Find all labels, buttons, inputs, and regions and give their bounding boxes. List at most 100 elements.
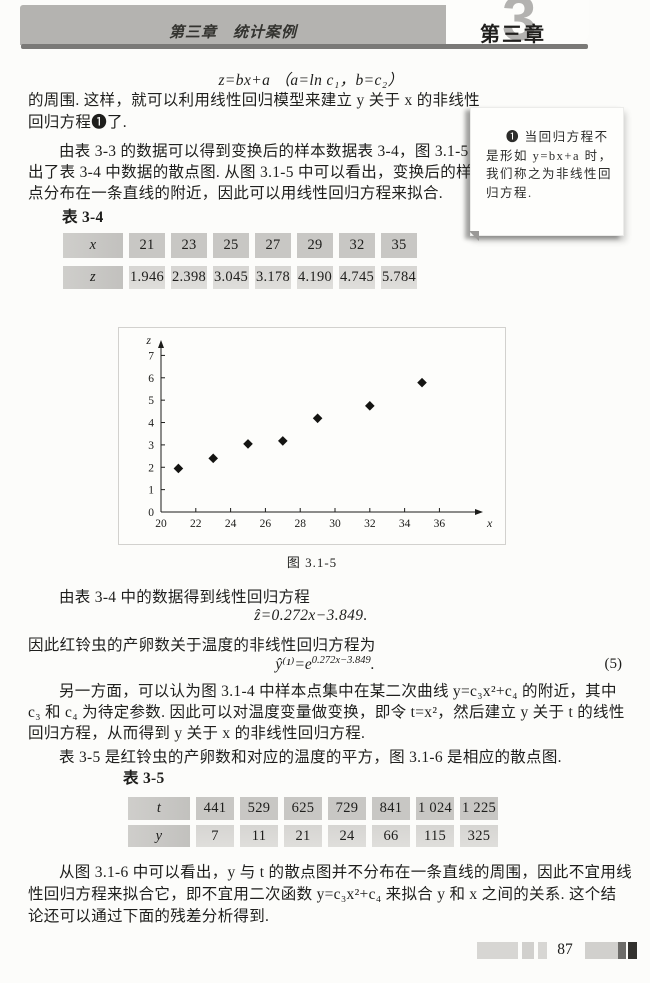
body-line: 回归方程❶了. (28, 114, 127, 131)
svg-text:2: 2 (148, 462, 154, 474)
table-3-5: t 441 529 625 729 841 1 024 1 225 y 7 11 21 24 66 115 3… (128, 797, 502, 850)
value-cell: 2.398 (171, 266, 207, 289)
data-point (365, 401, 375, 411)
footer-decor-block (538, 942, 547, 959)
table-row: x 21 23 25 27 29 32 35 (63, 233, 423, 258)
svg-text:26: 26 (260, 518, 272, 530)
header-bar (20, 5, 446, 45)
footer-decor-block (628, 942, 637, 959)
row-header-cell: t (128, 797, 190, 820)
data-point (312, 413, 323, 424)
svg-text:7: 7 (148, 350, 154, 362)
note-fold-corner (469, 231, 479, 241)
value-cell: 4.190 (297, 266, 333, 289)
body-line: 表 3-5 是红铃虫的产卵数和对应的温度的平方，图 3.1-6 是相应的散点图. (59, 749, 562, 766)
footer-decor-block (618, 942, 626, 959)
value-cell: 529 (240, 797, 278, 820)
margin-note: ❶ 当回归方程不是形如 y=bx+a 时，我们称之为非线性回归方程. (469, 107, 624, 241)
chapter-label: 第三章 (480, 24, 546, 46)
value-cell: 4.745 (339, 266, 375, 289)
body-line: 的周围. 这样，就可以利用线性回归模型来建立 y 关于 x 的非线性 (28, 92, 480, 109)
chapter-number-watermark: 3 (502, 0, 537, 54)
svg-text:36: 36 (434, 518, 446, 530)
value-cell: 23 (171, 233, 207, 258)
value-cell: 32 (339, 233, 375, 258)
svg-text:5: 5 (148, 395, 154, 407)
data-point (277, 436, 288, 446)
svg-text:22: 22 (190, 518, 202, 530)
value-cell: 11 (240, 825, 278, 847)
body-line: 回归方程，从而得到 y 关于 x 的非线性回归方程. (28, 725, 366, 742)
value-cell: 441 (196, 797, 234, 820)
row-header-cell: y (128, 825, 190, 847)
value-cell: 66 (372, 825, 410, 847)
y-axis-label: z (145, 333, 151, 347)
row-header-cell: z (63, 266, 123, 289)
svg-text:1: 1 (148, 485, 154, 497)
footer-decor-block (477, 942, 518, 959)
body-line: 另一方面，可以认为图 3.1-4 中样本点集中在某二次曲线 y=c₃x²+c₄ … (59, 683, 617, 700)
table-row: t 441 529 625 729 841 1 024 1 225 (128, 797, 504, 820)
equation-number: (5) (604, 656, 623, 672)
value-cell: 729 (328, 797, 366, 820)
body-line: 从图 3.1-6 中可以看出，y 与 t 的散点图并不分布在一条直线的周围，因此… (59, 864, 632, 881)
value-cell: 1.946 (129, 266, 165, 289)
formula-base: ŷ⁽¹⁾=e (275, 656, 312, 674)
value-cell: 1 024 (416, 797, 454, 820)
formula-period: . (370, 656, 375, 674)
body-line: 点分布在一条直线的附近，因此可以用线性回归方程来拟合. (28, 185, 443, 202)
body-line: 由表 3-4 中的数据得到线性回归方程 (59, 589, 311, 606)
value-cell: 27 (255, 233, 291, 258)
header-rule (21, 44, 588, 49)
svg-text:34: 34 (399, 518, 411, 530)
svg-text:0: 0 (148, 507, 154, 519)
svg-text:4: 4 (148, 418, 154, 430)
body-line: 因此红铃虫的产卵数关于温度的非线性回归方程为 (28, 637, 376, 654)
scatter-plot-figure: 20 22 24 26 28 30 32 34 36 0 1 2 3 4 5 6 7 z x (118, 327, 506, 545)
footer-decor-block (522, 942, 534, 959)
formula-exponent: 0.272x−3.849 (311, 655, 371, 666)
data-point (243, 439, 253, 449)
table-3-4: x 21 23 25 27 29 32 35 z 1.946 2.398 3.045 3.178 4.19… (63, 233, 423, 289)
value-cell: 7 (196, 825, 234, 847)
value-cell: 1 225 (460, 797, 498, 820)
value-cell: 24 (328, 825, 366, 847)
table-3-5-label: 表 3-5 (123, 770, 165, 787)
data-point (417, 377, 427, 388)
svg-text:3: 3 (148, 440, 154, 452)
body-line: c₃ 和 c₄ 为待定参数. 因此可以对温度变量做变换，即令 t=x²，然后建立… (28, 704, 625, 721)
formula-nonlinear-regression: ŷ⁽¹⁾=e0.272x−3.849. (5) (28, 655, 622, 674)
value-cell: 21 (284, 825, 322, 847)
value-cell: 5.784 (381, 266, 417, 289)
data-point (208, 453, 219, 464)
running-title: 第三章 统计案例 (168, 25, 297, 41)
row-header-cell: x (63, 233, 123, 258)
data-point (173, 463, 184, 474)
svg-text:20: 20 (155, 518, 167, 530)
formula-linear-regression: ẑ=0.272x−3.849. (254, 607, 368, 624)
svg-text:x: x (486, 516, 493, 530)
value-cell: 29 (297, 233, 333, 258)
value-cell: 325 (460, 825, 498, 847)
value-cell: 21 (129, 233, 165, 258)
value-cell: 115 (416, 825, 454, 847)
margin-note-text: ❶ 当回归方程不是形如 y=bx+a 时，我们称之为非线性回归方程. (486, 130, 613, 200)
svg-text:28: 28 (294, 518, 306, 530)
value-cell: 3.045 (213, 266, 249, 289)
body-line: 论还可以通过下面的残差分析得到. (28, 908, 270, 925)
body-line: 性回归方程来拟合它，即不宜用二次函数 y=c₃x²+c₄ 来拟合 y 和 x 之… (28, 886, 617, 903)
value-cell: 625 (284, 797, 322, 820)
page-number: 87 (557, 941, 573, 958)
value-cell: 841 (372, 797, 410, 820)
footer-decor-block (585, 942, 618, 959)
body-line: 由表 3-3 的数据可以得到变换后的样本数据表 3-4，图 3.1-5 给 (59, 143, 489, 160)
formula-z-transform: z=bx+a （a=ln c₁，b=c₂） (218, 72, 404, 89)
svg-text:24: 24 (225, 518, 237, 530)
value-cell: 3.178 (255, 266, 291, 289)
value-cell: 25 (213, 233, 249, 258)
value-cell: 35 (381, 233, 417, 258)
svg-text:32: 32 (364, 518, 376, 530)
figure-caption: 图 3.1-5 (286, 555, 338, 570)
